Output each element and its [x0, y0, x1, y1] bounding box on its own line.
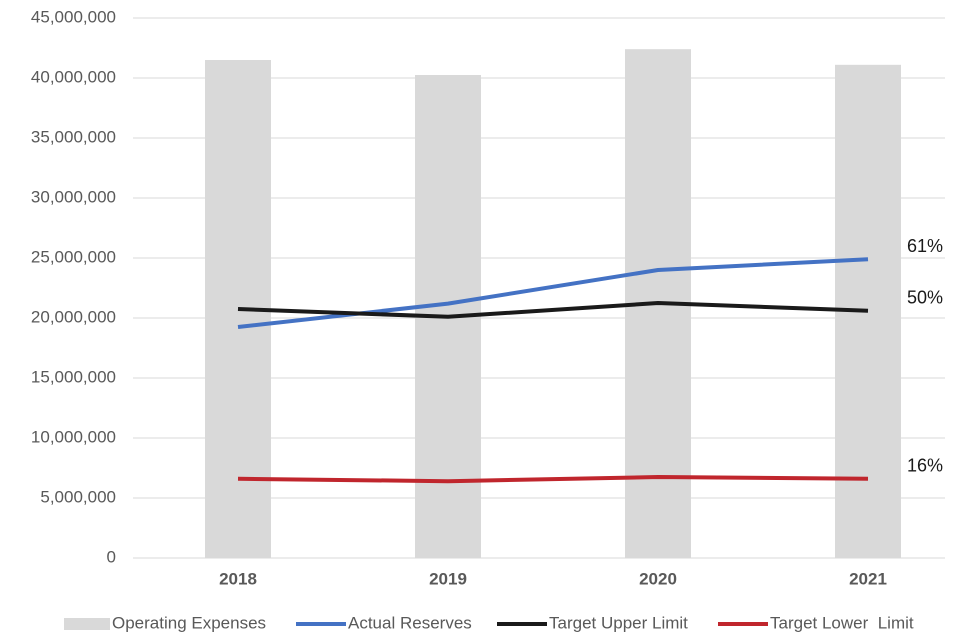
line	[237, 475, 869, 484]
y-tick-label: 40,000,000	[31, 67, 116, 86]
y-tick-label: 10,000,000	[31, 427, 116, 446]
end-label: 61%	[907, 236, 943, 256]
line	[237, 257, 869, 329]
legend-label: Operating Expenses	[112, 613, 266, 632]
y-tick-label: 30,000,000	[31, 187, 116, 206]
end-label: 50%	[907, 288, 943, 308]
legend-swatch	[64, 618, 110, 630]
x-tick-label: 2020	[639, 569, 677, 588]
line	[237, 301, 869, 319]
y-tick-label: 35,000,000	[31, 127, 116, 146]
legend-label: Target Lower Limit	[770, 613, 914, 632]
y-tick-label: 25,000,000	[31, 247, 116, 266]
legend-label: Actual Reserves	[348, 613, 472, 632]
y-tick-label: 45,000,000	[31, 7, 116, 26]
y-tick-label: 15,000,000	[31, 367, 116, 386]
x-tick-label: 2019	[429, 569, 467, 588]
y-tick-label: 0	[107, 547, 116, 566]
x-tick-label: 2018	[219, 569, 257, 588]
y-tick-label: 20,000,000	[31, 307, 116, 326]
legend-label: Target Upper Limit	[549, 613, 688, 632]
x-tick-label: 2021	[849, 569, 887, 588]
y-tick-label: 5,000,000	[40, 487, 116, 506]
end-label: 16%	[907, 456, 943, 476]
